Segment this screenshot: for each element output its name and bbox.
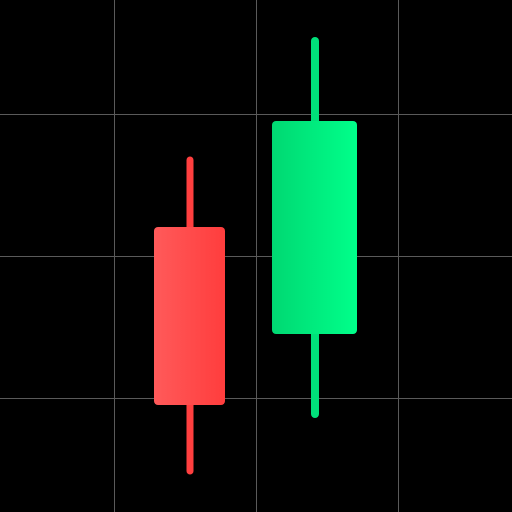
bearish-candle [154,156,225,475]
bearish-candle-body [154,227,225,405]
bullish-candle-body [272,121,357,334]
bullish-candle [272,37,357,418]
